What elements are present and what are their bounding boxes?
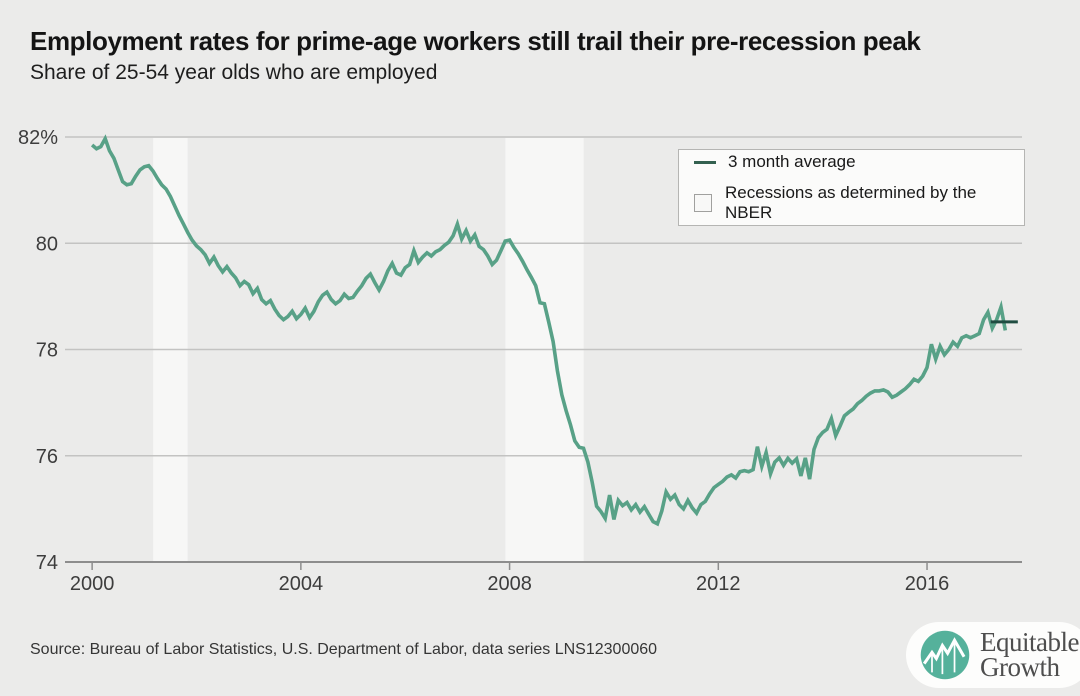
legend-item-recession: Recessions as determined by the NBER (694, 183, 1024, 223)
x-tick-label: 2016 (905, 573, 950, 595)
equitable-growth-logo: Equitable Growth (906, 622, 1080, 688)
legend-item-line: 3 month average (694, 152, 1024, 172)
x-tick-label: 2008 (487, 573, 532, 595)
y-tick-label: 74 (36, 552, 58, 574)
y-tick-label: 80 (36, 233, 58, 255)
y-tick-label: 76 (36, 446, 58, 468)
logo-wordmark: Equitable Growth (980, 627, 1079, 682)
chart-legend: 3 month average Recessions as determined… (678, 149, 1025, 226)
legend-line-label: 3 month average (728, 152, 856, 171)
legend-recession-label: Recessions as determined by the NBER (725, 183, 977, 222)
y-tick-label: 82% (18, 127, 58, 149)
x-tick-label: 2004 (279, 573, 324, 595)
y-tick-label: 78 (36, 340, 58, 362)
recession-swatch-icon (694, 194, 712, 212)
series-line-3-month-average (90, 134, 1008, 527)
line-swatch-icon (694, 160, 716, 164)
logo-line1: Equitable (980, 627, 1079, 657)
source-note: Source: Bureau of Labor Statistics, U.S.… (30, 641, 658, 658)
x-tick-label: 2000 (70, 573, 115, 595)
logo-line2: Growth (980, 652, 1060, 682)
page-subtitle: Share of 25-54 year olds who are employe… (30, 61, 438, 84)
logo-chart-icon (920, 630, 970, 680)
page-title: Employment rates for prime-age workers s… (30, 26, 921, 56)
x-tick-label: 2012 (696, 573, 741, 595)
